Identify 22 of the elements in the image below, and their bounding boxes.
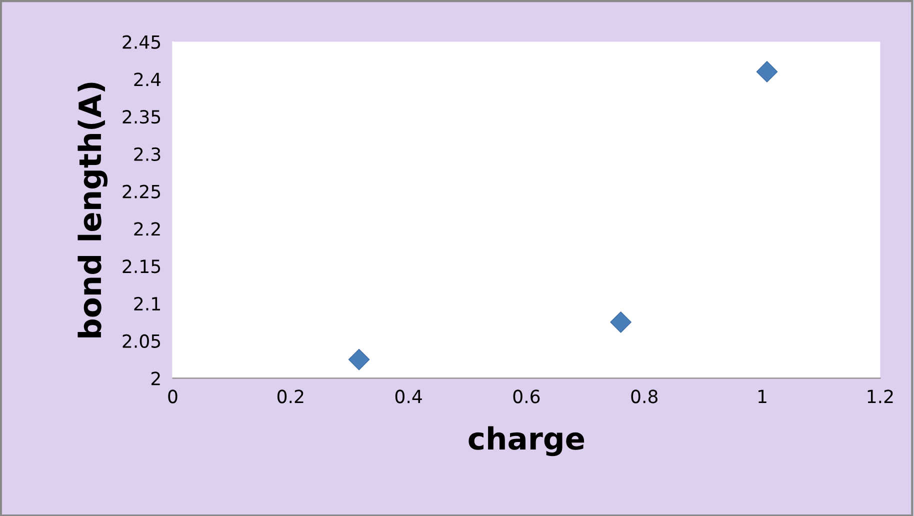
point [348, 348, 370, 370]
x-tick-label: 0.6 [513, 390, 540, 404]
x-tick-label: 0 [168, 390, 178, 404]
y-tick-label: 2.35 [122, 110, 160, 124]
y-tick-label: 2.3 [134, 147, 160, 162]
y-axis-title: bond length(A) [78, 82, 108, 338]
x-tick-label: 0.4 [395, 390, 422, 404]
point [610, 312, 632, 333]
x-tick-label: 0.2 [277, 390, 304, 404]
x-tick-label: 1 [758, 390, 766, 404]
y-tick-label: 2.25 [122, 184, 160, 198]
y-tick-label: 2.1 [134, 296, 160, 310]
x-tick-label: 0.8 [631, 390, 658, 404]
y-tick-label: 2 [151, 372, 160, 386]
point [756, 61, 778, 82]
y-tick-label: 2.45 [122, 35, 160, 49]
x-tick-label: 1.2 [868, 390, 893, 404]
y-tick-label: 2.4 [134, 72, 161, 86]
y-tick-label: 2.05 [122, 334, 160, 348]
y-tick-label: 2.15 [122, 260, 160, 274]
y-tick-label: 2.2 [134, 222, 160, 236]
x-axis-title: charge [468, 426, 584, 456]
